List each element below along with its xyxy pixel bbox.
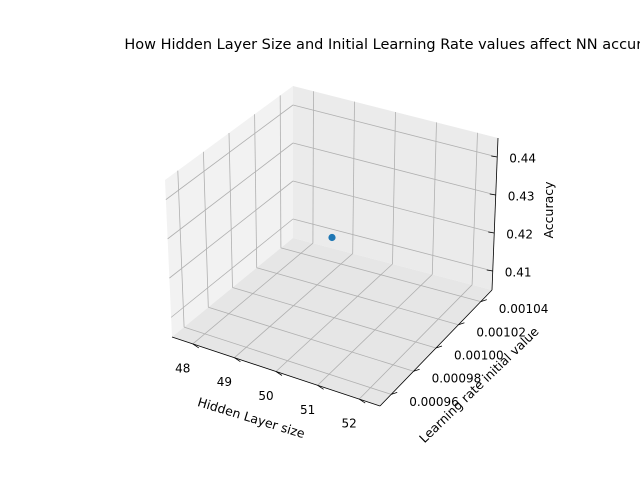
grid-lines <box>165 91 498 400</box>
z-axis-line <box>491 137 499 291</box>
y-gridline-floor <box>256 267 459 326</box>
x-gridline-wall <box>471 132 478 285</box>
x-gridline-wall <box>352 101 355 254</box>
pane-floor <box>172 238 492 406</box>
x-tick-label: 48 <box>175 361 190 375</box>
x-tick-label: 49 <box>217 375 232 389</box>
z-gridline-back <box>292 104 498 158</box>
y-gridline-wall <box>279 95 282 248</box>
z-tick-mark <box>488 231 495 234</box>
z-gridline-left <box>170 218 294 318</box>
y-gridline-floor <box>280 247 481 302</box>
y-tick-label: 0.00104 <box>499 302 549 316</box>
y-gridline-wall <box>254 114 258 268</box>
x-tick-label: 52 <box>342 417 357 431</box>
z-gridline-left <box>165 104 294 200</box>
y-tick-label: 0.00100 <box>454 349 504 363</box>
z-tick-mark <box>486 269 493 272</box>
z-gridline-back <box>292 180 495 234</box>
z-tick-mark <box>491 155 498 158</box>
y-gridline-wall <box>203 151 209 308</box>
y-gridline-wall <box>228 132 233 288</box>
x-axis-label: Hidden Layer size <box>196 394 307 441</box>
x-gridline-wall <box>431 122 437 275</box>
y-gridline-wall <box>177 170 185 328</box>
x-tick-label: 51 <box>300 403 315 417</box>
y-tick-mark <box>458 322 465 326</box>
x-tick-label: 50 <box>258 389 273 403</box>
z-tick-label: 0.44 <box>509 152 536 166</box>
y-axis-line <box>379 289 493 407</box>
data-points <box>328 233 336 242</box>
z-gridline-left <box>167 142 294 240</box>
data-point <box>328 233 336 242</box>
y-tick-mark <box>413 368 420 372</box>
y-gridline-floor <box>183 326 392 395</box>
y-tick-mark <box>391 392 398 395</box>
y-tick-mark <box>435 345 443 349</box>
z-axis-label: Accuracy <box>541 181 556 239</box>
z-gridline-left <box>169 180 294 279</box>
y-tick-label: 0.00098 <box>432 372 482 386</box>
z-tick-mark <box>489 193 496 196</box>
z-tick-label: 0.43 <box>508 190 535 204</box>
y-gridline-floor <box>232 287 437 349</box>
x-gridline-wall <box>392 111 396 265</box>
z-gridline-back <box>292 218 493 272</box>
x-gridline-wall <box>312 91 314 244</box>
z-tick-label: 0.42 <box>506 228 533 242</box>
z-gridline-back <box>292 142 496 196</box>
pane-back <box>293 86 498 290</box>
pane-left <box>165 86 293 337</box>
y-gridline-floor <box>208 306 414 372</box>
y-tick-mark <box>480 299 487 302</box>
axis-ticks: 48 49 50 51 52 0.00096 0.00098 0.00100 0.00102 0.… <box>171 137 549 431</box>
y-tick-label: 0.00096 <box>409 395 459 409</box>
chart-title: How Hidden Layer Size and Initial Learni… <box>124 37 640 53</box>
y-tick-label: 0.00102 <box>476 325 526 339</box>
x-axis-line <box>171 336 381 407</box>
z-tick-label: 0.41 <box>505 266 532 280</box>
